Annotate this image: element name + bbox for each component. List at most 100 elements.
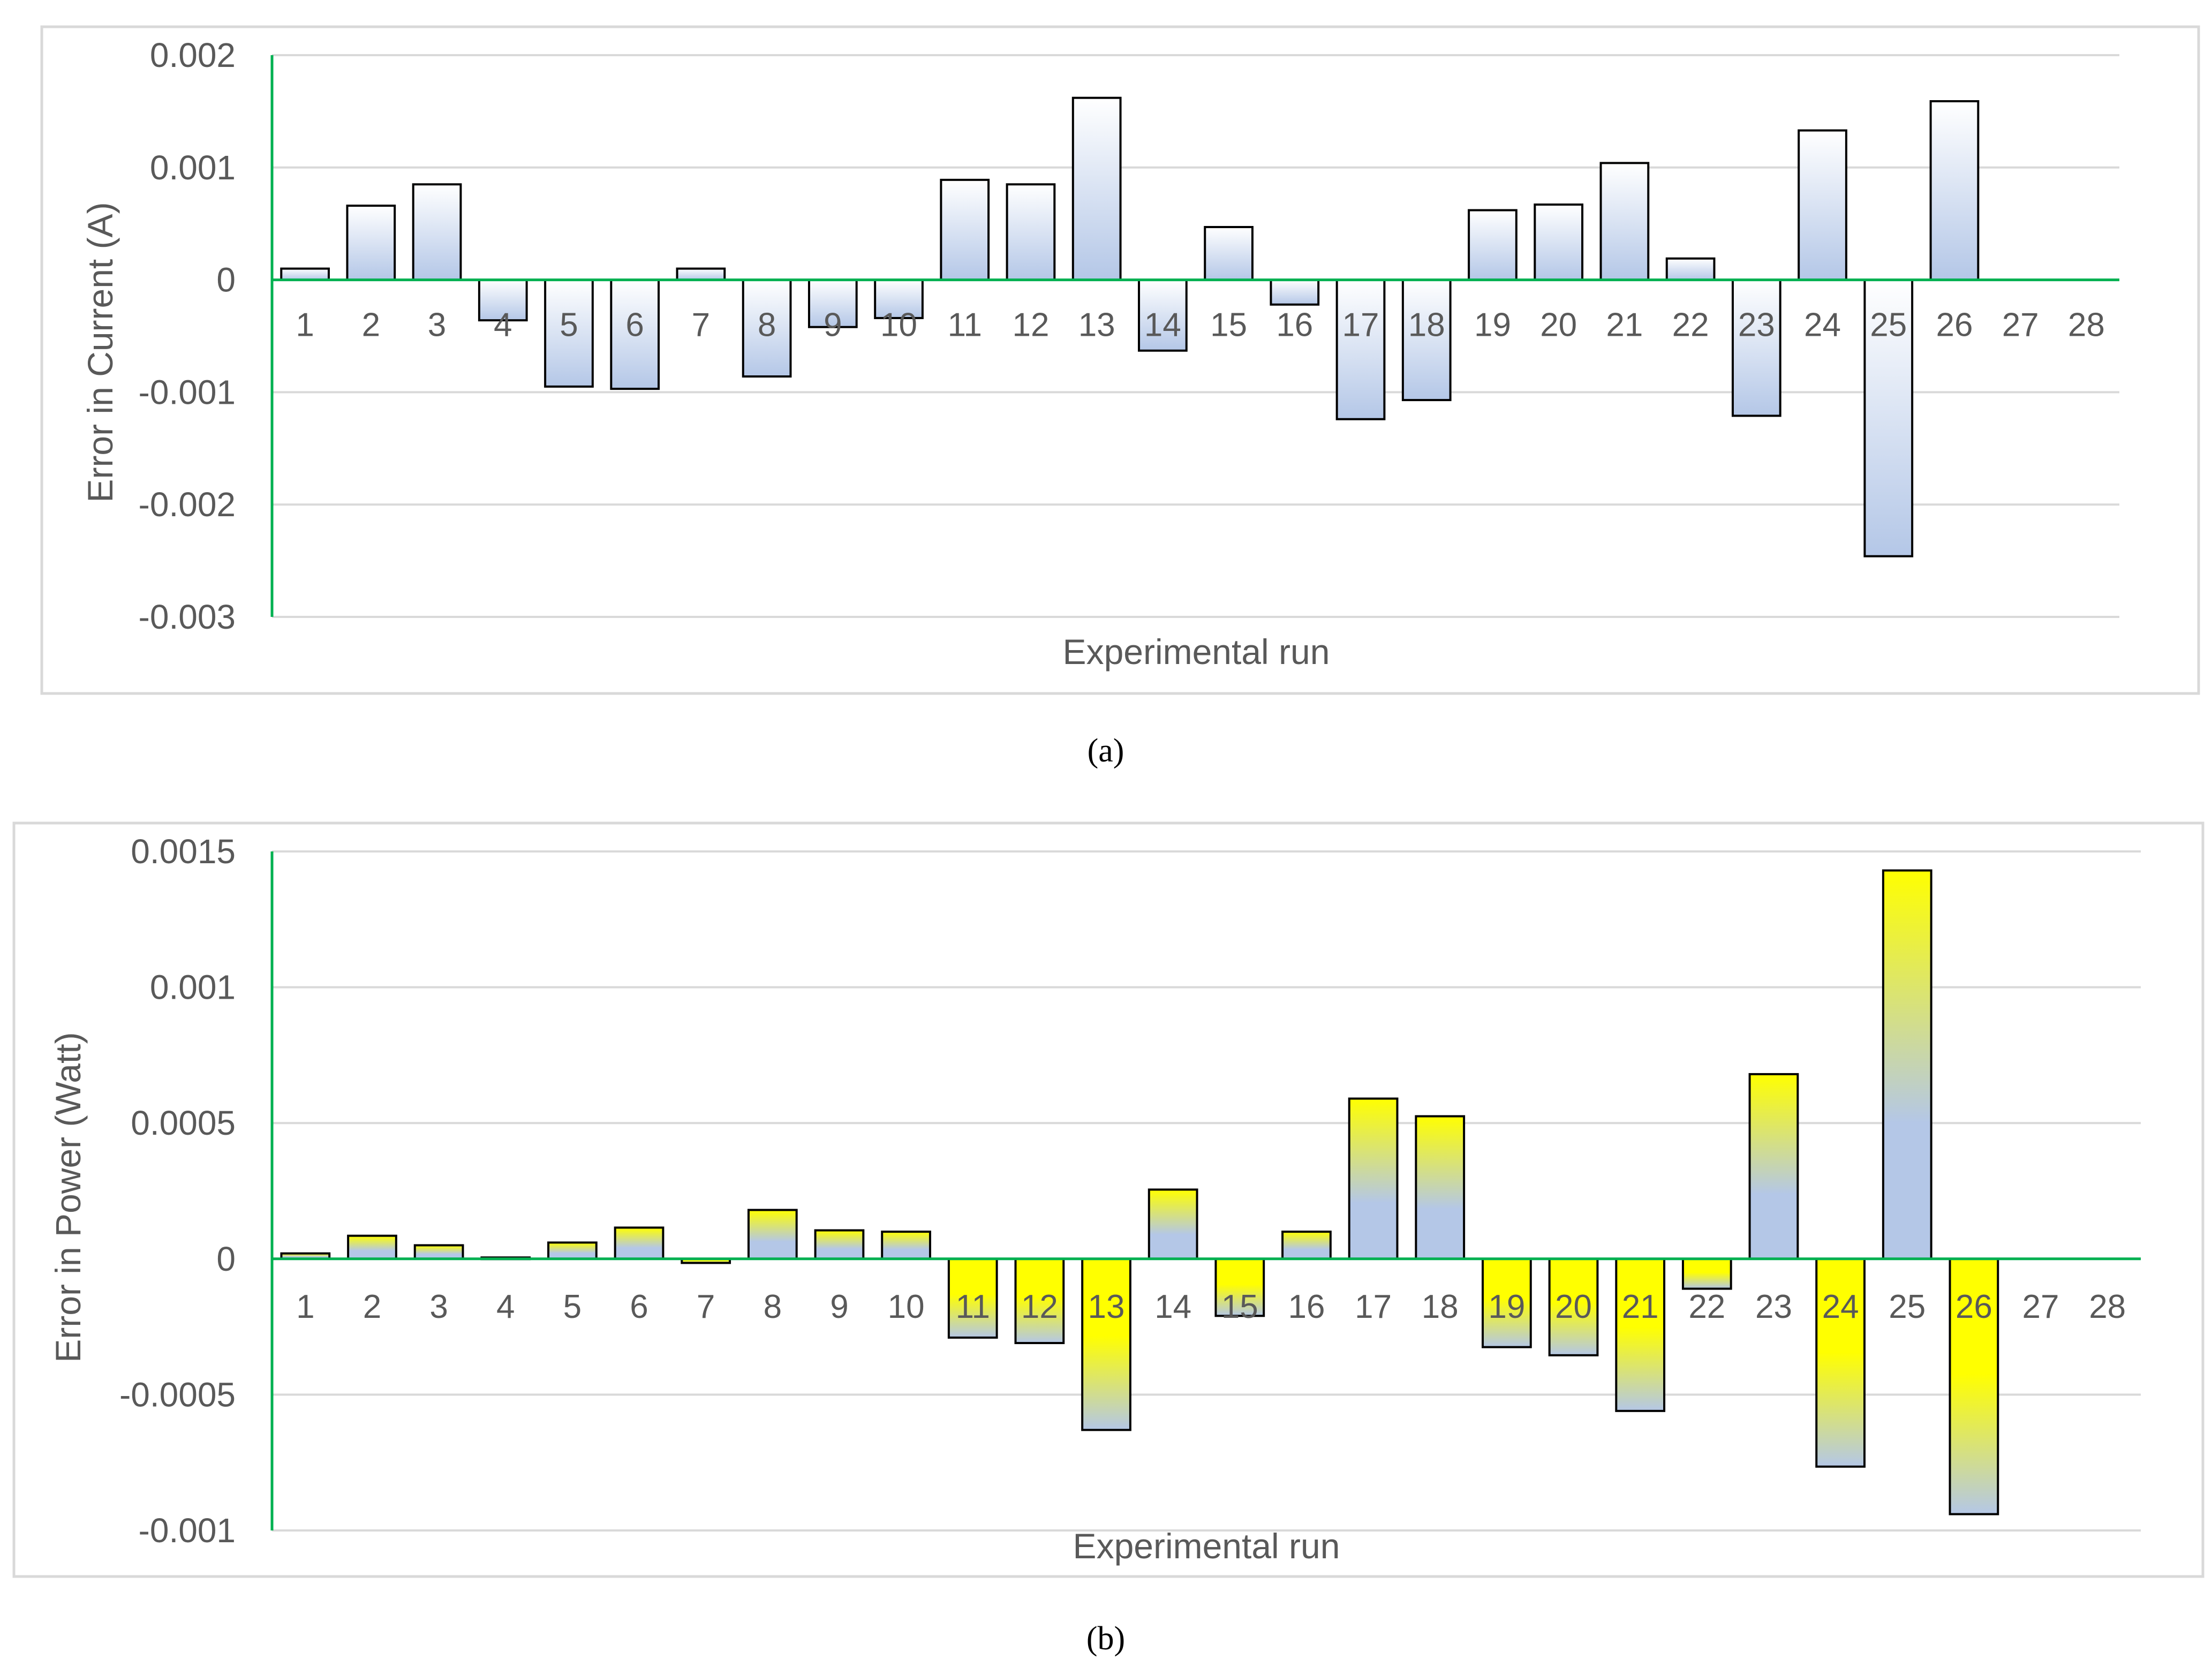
y-tick-label: 0 [216,1240,236,1278]
y-tick-label: -0.0005 [119,1375,236,1414]
bar [1929,100,1980,281]
x-tick-label: 27 [2002,307,2039,344]
y-tick-label: 0.002 [150,36,236,74]
bar [412,183,462,281]
y-tick-label: -0.002 [139,485,236,524]
panel-b-x-tick-labels: 1 2 3 4 5 6 7 8 9 10 11 12 13 14 15 16 17 18 19 20 21 22 23 24 2… [296,1288,2126,1325]
y-tick-label: 0.001 [150,148,236,187]
x-tick-label: 22 [1688,1288,1725,1325]
x-tick-label: 1 [296,307,314,344]
x-tick-label: 13 [1078,307,1115,344]
x-tick-label: 26 [1936,307,1973,344]
x-tick-label: 5 [560,307,578,344]
bar [676,267,726,281]
x-tick-label: 24 [1822,1288,1859,1325]
bar [1665,257,1716,281]
bar [1270,278,1320,306]
x-tick-label: 6 [625,307,644,344]
panel-a-x-axis-title: Experimental run [1063,632,1330,672]
x-tick-label: 8 [764,1288,782,1325]
bar [1006,183,1056,281]
bar [1949,1257,1999,1515]
y-tick-label: 0 [216,261,236,299]
bar [1615,1257,1666,1412]
x-tick-label: 11 [948,307,982,344]
x-tick-label: 18 [1408,307,1445,344]
bar [1599,162,1650,281]
x-tick-label: 21 [1606,307,1643,344]
x-tick-label: 28 [2068,307,2105,344]
y-tick-label: -0.001 [139,1511,236,1550]
bar [747,1209,798,1260]
x-tick-label: 2 [362,307,380,344]
x-tick-label: 17 [1355,1288,1392,1325]
x-tick-label: 4 [496,1288,515,1325]
bar [347,1234,397,1260]
bar [1548,1257,1599,1356]
bar [280,267,330,281]
panel-a-y-axis-title: Error in Current (A) [80,202,120,502]
bar [1748,1073,1799,1260]
bar [1214,1257,1265,1317]
bar [614,1226,665,1260]
bar [1534,203,1584,281]
panel-b-caption: (b) [1086,1620,1125,1657]
bar [881,1231,931,1260]
y-tick-label: -0.003 [139,598,236,636]
x-tick-label: 10 [888,1288,925,1325]
x-tick-label: 18 [1422,1288,1459,1325]
panel-b-y-axis-title: Error in Power (Watt) [48,1032,88,1362]
x-tick-label: 14 [1144,307,1181,344]
x-tick-label: 5 [563,1288,582,1325]
x-tick-label: 20 [1540,307,1577,344]
panel-b-bars [280,869,1999,1515]
x-tick-label: 15 [1210,307,1247,344]
bar [1798,129,1847,281]
x-tick-label: 16 [1276,307,1313,344]
y-tick-label: -0.001 [139,373,236,411]
x-tick-label: 19 [1474,307,1511,344]
bar [1681,1257,1732,1290]
panel-a-y-tick-labels: 0.002 0.001 0 -0.001 -0.002 -0.003 [139,36,236,636]
x-tick-label: 13 [1088,1288,1125,1325]
x-tick-label: 9 [824,307,842,344]
x-tick-label: 2 [363,1288,381,1325]
x-tick-label: 27 [2022,1288,2059,1325]
bar [1335,278,1386,420]
x-tick-label: 7 [697,1288,715,1325]
bar [1401,278,1452,402]
bar [544,278,594,388]
panel-a-caption: (a) [1088,733,1124,769]
panel-b-x-axis-title: Experimental run [1073,1526,1340,1566]
x-tick-label: 15 [1221,1288,1258,1325]
x-tick-label: 23 [1738,307,1775,344]
x-tick-label: 3 [429,1288,448,1325]
x-tick-label: 17 [1342,307,1379,344]
bar [547,1241,598,1260]
x-tick-label: 11 [956,1288,990,1325]
bar [807,278,858,328]
bar [947,1257,998,1339]
bar [1071,96,1122,281]
x-tick-label: 24 [1804,307,1841,344]
bar [1863,278,1914,557]
panel-a-x-tick-labels: 1 2 3 4 5 6 7 8 9 10 11 12 13 14 15 16 17 18 19 20 21 22 23 24 2… [296,307,2105,344]
bar [1415,1115,1466,1260]
bar [346,205,396,281]
panel-b-y-tick-labels: 0.0015 0.001 0.0005 0 -0.0005 -0.001 [119,832,236,1550]
bar [610,278,660,390]
x-tick-label: 1 [296,1288,314,1325]
bar [1081,1257,1131,1431]
x-tick-label: 23 [1755,1288,1792,1325]
y-tick-label: 0.0015 [131,832,236,871]
x-tick-label: 12 [1021,1288,1058,1325]
x-tick-label: 14 [1154,1288,1191,1325]
bar [413,1244,464,1260]
bar [1815,1257,1866,1468]
x-tick-label: 6 [630,1288,648,1325]
x-tick-label: 16 [1288,1288,1325,1325]
bar [1204,225,1254,281]
x-tick-label: 28 [2089,1288,2126,1325]
